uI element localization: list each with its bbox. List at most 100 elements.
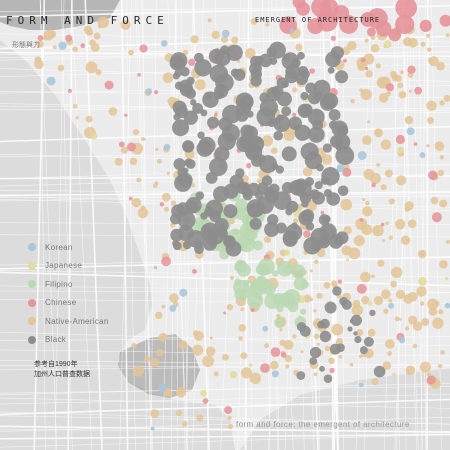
population-dot	[384, 169, 393, 178]
population-dot	[278, 293, 291, 306]
street-line	[150, 0, 157, 450]
population-dot	[37, 35, 44, 41]
population-dot	[420, 41, 426, 47]
population-dot	[347, 41, 357, 51]
street-line	[0, 196, 450, 208]
population-dot	[388, 235, 393, 240]
street-line	[0, 393, 450, 405]
population-dot	[238, 324, 246, 332]
population-dot	[285, 70, 298, 84]
population-dot	[155, 311, 163, 320]
population-dot	[434, 141, 445, 151]
population-dot	[437, 364, 443, 369]
population-dot	[295, 72, 309, 86]
population-dot	[301, 200, 309, 208]
street-line	[0, 364, 450, 371]
population-dot	[196, 414, 204, 422]
population-dot	[308, 126, 325, 143]
population-dot	[175, 410, 182, 417]
street-line	[0, 365, 450, 369]
population-dot	[320, 318, 330, 329]
population-dot	[150, 409, 160, 419]
population-dot	[182, 421, 188, 427]
population-dot	[428, 56, 439, 67]
population-dot	[367, 328, 376, 337]
street-line	[121, 0, 129, 450]
population-dot	[394, 316, 400, 322]
population-dot	[417, 249, 427, 259]
population-dot	[249, 372, 262, 385]
street-line	[119, 0, 132, 450]
population-dot	[309, 68, 316, 74]
population-dot	[358, 382, 364, 388]
population-dot	[383, 40, 392, 49]
population-dot	[207, 18, 212, 23]
population-dot	[248, 283, 263, 297]
population-dot	[316, 163, 324, 172]
legend-label: Black	[45, 335, 67, 345]
population-dot	[195, 191, 205, 200]
map-title: FORM AND FORCE	[6, 14, 169, 27]
population-dot	[246, 110, 254, 118]
population-dot	[341, 46, 351, 55]
population-dot	[412, 321, 423, 331]
population-dot	[281, 106, 292, 117]
street-line	[0, 360, 450, 366]
population-dot	[154, 90, 159, 95]
population-dot	[65, 34, 73, 42]
population-dot	[395, 75, 402, 82]
population-dot	[345, 258, 349, 262]
population-dot	[240, 352, 248, 360]
population-dot	[361, 224, 373, 236]
street-line	[84, 0, 103, 450]
population-dot	[436, 61, 445, 71]
population-dot	[336, 124, 349, 137]
population-dot	[369, 309, 376, 317]
population-dot	[213, 113, 218, 117]
source-note-line1: 参考自1990年	[34, 361, 78, 368]
population-dot	[223, 204, 238, 219]
legend-label: Korean	[45, 242, 73, 252]
population-dot	[85, 115, 93, 123]
population-dot	[202, 398, 209, 404]
population-dot	[271, 370, 279, 378]
population-dot	[279, 328, 283, 332]
population-dot	[268, 41, 286, 59]
population-dot	[196, 140, 214, 157]
population-dot	[439, 14, 450, 27]
population-dot	[412, 343, 418, 349]
legend-label: Chinese	[45, 298, 77, 308]
population-dot	[337, 279, 342, 284]
street-line	[0, 383, 450, 396]
population-dot	[289, 28, 295, 34]
population-dot	[398, 91, 407, 99]
legend-label: Japanese	[45, 261, 83, 271]
population-dot	[88, 31, 94, 36]
population-dot	[288, 116, 302, 130]
population-dot	[296, 371, 306, 380]
population-dot	[309, 269, 313, 273]
population-dot	[131, 343, 137, 349]
population-dot	[430, 196, 439, 205]
population-dot	[155, 147, 159, 152]
population-dot	[207, 116, 220, 129]
population-dot	[360, 12, 376, 27]
population-dot	[335, 70, 349, 84]
legend-dot	[28, 298, 36, 307]
population-dot	[428, 170, 438, 180]
street-line	[0, 433, 450, 440]
population-dot	[400, 235, 411, 245]
population-dot	[354, 336, 362, 344]
population-dot	[274, 118, 281, 125]
population-dot	[395, 14, 415, 34]
population-dot	[114, 157, 123, 166]
population-dot	[182, 140, 195, 153]
population-dot	[34, 56, 42, 63]
street-line	[0, 290, 450, 293]
population-dot	[180, 66, 190, 77]
population-dot	[373, 295, 384, 306]
population-dot	[407, 37, 418, 48]
population-dot	[150, 426, 155, 431]
population-dot	[182, 167, 189, 174]
